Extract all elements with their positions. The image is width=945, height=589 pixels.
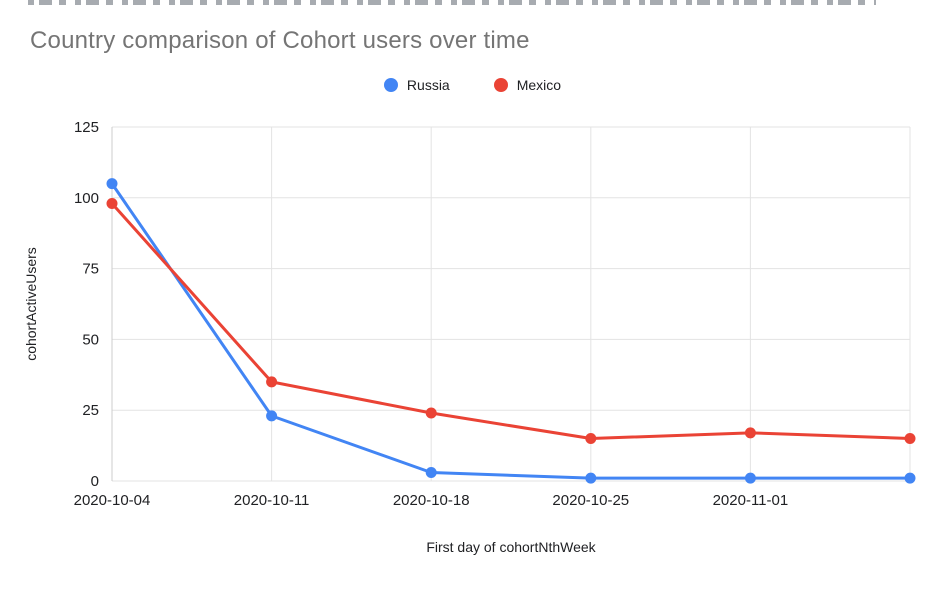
data-point-mexico — [106, 197, 118, 209]
chart-title: Country comparison of Cohort users over … — [30, 27, 530, 54]
data-point-mexico — [744, 427, 756, 439]
series-line-mexico — [110, 201, 912, 441]
legend-item-mexico: Mexico — [493, 77, 562, 93]
data-point-russia — [106, 178, 118, 190]
data-point-mexico — [904, 433, 916, 445]
data-point-mexico — [585, 433, 597, 445]
x-tick-label: 2020-10-18 — [393, 492, 470, 509]
y-tick-label: 75 — [82, 261, 99, 278]
series-line-russia — [110, 182, 912, 480]
data-point-mexico — [266, 376, 278, 388]
data-point-russia — [266, 410, 278, 422]
legend-label: Russia — [406, 77, 450, 93]
legend-item-russia: Russia — [383, 77, 450, 93]
y-tick-label: 100 — [74, 190, 99, 207]
y-tick-label: 25 — [82, 402, 99, 419]
chart-legend: Russia Mexico — [0, 77, 945, 93]
legend-series-dot-icon — [383, 78, 398, 92]
legend-series-dot-icon — [493, 78, 508, 92]
x-tick-label: 2020-10-11 — [234, 492, 310, 509]
x-tick-label: 2020-11-01 — [713, 492, 789, 509]
x-tick-label: 2020-10-04 — [74, 492, 151, 509]
data-point-russia — [585, 472, 597, 484]
clipped-text-artifact — [28, 0, 876, 5]
data-point-mexico — [425, 407, 437, 419]
y-tick-label: 0 — [91, 473, 99, 490]
data-point-russia — [904, 472, 916, 484]
data-point-russia — [425, 467, 437, 479]
y-tick-label: 50 — [82, 331, 99, 348]
legend-label: Mexico — [516, 77, 562, 93]
x-tick-label: 2020-10-25 — [552, 492, 629, 509]
data-point-russia — [744, 472, 756, 484]
y-tick-label: 125 — [74, 119, 99, 136]
y-axis-title: cohortActiveUsers — [23, 247, 39, 361]
x-axis-title: First day of cohortNthWeek — [426, 539, 596, 555]
